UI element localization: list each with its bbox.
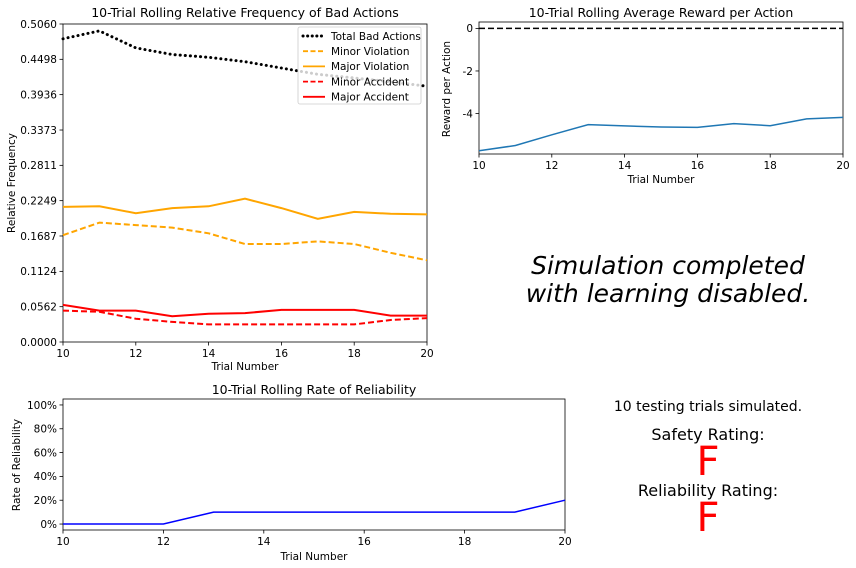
message-line-1: Simulation completed bbox=[531, 251, 805, 280]
chart1-ylabel: Relative Frequency bbox=[6, 133, 18, 233]
chart1-xlabel: Trial Number bbox=[211, 361, 280, 373]
x-tick-label: 14 bbox=[202, 348, 216, 360]
safety-rating-grade: F bbox=[696, 439, 720, 485]
y-tick-label: -2 bbox=[463, 66, 473, 78]
y-tick-label: 0% bbox=[40, 519, 57, 531]
x-tick-label: 18 bbox=[764, 160, 777, 172]
chart3-ylabel: Rate of Reliability bbox=[11, 419, 23, 511]
x-tick-label: 10 bbox=[56, 348, 69, 360]
legend-label: Minor Accident bbox=[331, 76, 409, 88]
legend-label: Minor Violation bbox=[331, 46, 409, 58]
series-line bbox=[62, 309, 428, 326]
y-tick-label: 0.1687 bbox=[20, 231, 57, 243]
chart-reward: 10-Trial Rolling Average Reward per Acti… bbox=[441, 5, 850, 186]
chart1-title: 10-Trial Rolling Relative Frequency of B… bbox=[91, 5, 399, 20]
y-tick-label: 80% bbox=[34, 424, 57, 436]
series-line bbox=[478, 116, 844, 152]
y-tick-label: 100% bbox=[27, 400, 57, 412]
y-tick-label: 0.2811 bbox=[20, 160, 57, 172]
x-tick-label: 10 bbox=[56, 536, 69, 548]
chart1-xticks: 10 12 14 16 18 20 bbox=[56, 342, 434, 360]
x-tick-label: 20 bbox=[558, 536, 571, 548]
chart-bad-actions: 10-Trial Rolling Relative Frequency of B… bbox=[6, 5, 434, 373]
y-tick-label: 0.5060 bbox=[20, 19, 57, 31]
chart2-ylabel: Reward per Action bbox=[441, 41, 453, 137]
y-tick-label: 0.0000 bbox=[20, 337, 57, 349]
message-line-2: with learning disabled. bbox=[525, 279, 811, 308]
y-tick-label: 40% bbox=[34, 471, 57, 483]
chart1-legend: Total Bad Actions Minor Violation Major Vi… bbox=[297, 26, 422, 105]
legend-label: Total Bad Actions bbox=[330, 31, 421, 43]
chart2-series bbox=[478, 27, 844, 152]
chart2-yticks: 0 -2 -4 bbox=[463, 23, 479, 120]
safety-rating-label: Safety Rating: bbox=[651, 425, 765, 444]
trials-summary: 10 testing trials simulated. bbox=[613, 399, 803, 415]
series-line bbox=[63, 499, 566, 525]
series-line bbox=[62, 221, 428, 262]
x-tick-label: 18 bbox=[348, 348, 361, 360]
reliability-rating-grade: F bbox=[696, 495, 720, 541]
simulation-message: Simulation completed with learning disab… bbox=[480, 252, 856, 308]
x-tick-label: 12 bbox=[157, 536, 170, 548]
chart1-yticks: 0.0000 0.0562 0.1124 0.1687 0.2249 0.2811 0.33… bbox=[20, 19, 63, 349]
chart3-frame bbox=[62, 398, 566, 531]
chart3-yticks: 0% 20% 40% 60% 80% 100% bbox=[27, 400, 63, 531]
y-tick-label: 20% bbox=[34, 495, 57, 507]
legend-label: Major Violation bbox=[331, 61, 409, 73]
chart2-title: 10-Trial Rolling Average Reward per Acti… bbox=[529, 5, 794, 20]
x-tick-label: 16 bbox=[358, 536, 372, 548]
reliability-rating-label: Reliability Rating: bbox=[637, 481, 779, 500]
legend-box bbox=[297, 26, 422, 105]
y-tick-label: 0.3936 bbox=[20, 89, 57, 101]
chart3-series bbox=[63, 499, 566, 525]
legend-label: Major Accident bbox=[331, 92, 409, 104]
x-tick-label: 12 bbox=[545, 160, 558, 172]
y-tick-label: 0.3373 bbox=[20, 125, 57, 137]
chart2-xticks: 10 12 14 16 18 20 bbox=[472, 154, 850, 172]
y-tick-label: 0.0562 bbox=[20, 301, 57, 313]
chart3-xticks: 10 12 14 16 18 20 bbox=[56, 530, 572, 548]
y-tick-label: 0.1124 bbox=[20, 266, 57, 278]
y-tick-label: 60% bbox=[34, 447, 57, 459]
x-tick-label: 16 bbox=[691, 160, 705, 172]
y-tick-label: -4 bbox=[463, 108, 474, 120]
x-tick-label: 18 bbox=[458, 536, 471, 548]
x-tick-label: 14 bbox=[618, 160, 632, 172]
series-line bbox=[62, 303, 427, 318]
chart2-frame bbox=[478, 21, 844, 155]
x-tick-label: 12 bbox=[129, 348, 142, 360]
y-tick-label: 0.4498 bbox=[20, 54, 57, 66]
y-tick-label: 0 bbox=[466, 23, 473, 35]
x-tick-label: 10 bbox=[472, 160, 485, 172]
x-tick-label: 16 bbox=[275, 348, 289, 360]
chart-reliability: 10-Trial Rolling Rate of Reliability Tri… bbox=[11, 382, 572, 563]
x-tick-label: 20 bbox=[420, 348, 433, 360]
x-tick-label: 20 bbox=[836, 160, 849, 172]
chart3-title: 10-Trial Rolling Rate of Reliability bbox=[212, 382, 417, 397]
series-line bbox=[62, 197, 428, 220]
chart2-xlabel: Trial Number bbox=[627, 174, 696, 186]
chart3-xlabel: Trial Number bbox=[280, 551, 349, 563]
y-tick-label: 0.2249 bbox=[20, 195, 57, 207]
x-tick-label: 14 bbox=[257, 536, 271, 548]
